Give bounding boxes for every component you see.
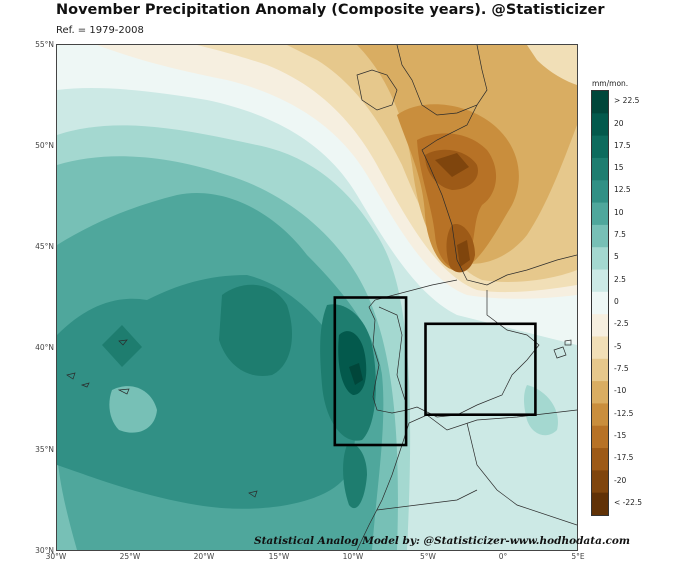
lon-label-30w: 30°W xyxy=(45,552,67,561)
border-morocco-south xyxy=(376,489,478,511)
colorbar-tick-label: -2.5 xyxy=(614,319,629,329)
colorbar-swatch xyxy=(592,247,608,271)
lon-label-0: 0° xyxy=(498,552,508,561)
colorbar-tick-label: -15 xyxy=(614,430,627,440)
coastline-britain xyxy=(396,45,488,116)
anomaly-zone-22 xyxy=(349,363,363,385)
highlight-boxes xyxy=(333,296,537,447)
lon-label-10w: 10°W xyxy=(342,552,364,561)
colorbar-swatch xyxy=(592,291,608,315)
anomaly-zone-neg20a xyxy=(435,153,469,177)
colorbar-tick-label: 0 xyxy=(614,297,619,306)
colorbar-swatch xyxy=(592,91,608,114)
coastline-balearic-menorca xyxy=(564,339,572,346)
model-credit: Statistical Analog Model by: @Statistici… xyxy=(254,535,631,547)
colorbar-tick-label: 12.5 xyxy=(614,185,631,195)
anomaly-zone-17d xyxy=(343,444,367,509)
colorbar-swatch xyxy=(592,314,608,337)
coastline-azores-1 xyxy=(66,372,76,380)
colorbar-unit: mm/mon. xyxy=(592,79,629,88)
colorbar-swatches xyxy=(592,91,608,515)
lat-label-50: 50°N xyxy=(35,141,54,150)
lat-label-30: 30°N xyxy=(35,546,54,555)
coastline-madeira xyxy=(117,388,130,395)
colorbar-swatch xyxy=(592,113,608,137)
lon-label-20w: 20°W xyxy=(193,552,215,561)
anomaly-zone-neg-atlantic xyxy=(527,45,577,85)
coastline-france xyxy=(421,104,577,286)
colorbar-tick-label: > 22.5 xyxy=(614,96,640,106)
colorbar-tick-label: 2.5 xyxy=(614,274,626,284)
colorbar-tick-label: -20 xyxy=(614,475,627,485)
colorbar-tick-label: -10 xyxy=(614,386,627,396)
colorbar-tick-label: 7.5 xyxy=(614,230,626,240)
coastline-azores-2 xyxy=(80,382,90,388)
colorbar-swatch xyxy=(592,470,608,494)
coastline-ireland xyxy=(356,69,398,111)
coastlines xyxy=(66,45,577,550)
colorbar-swatch xyxy=(592,336,608,360)
colorbar-swatch xyxy=(592,403,608,427)
anomaly-map xyxy=(56,44,578,551)
map-title: November Precipitation Anomaly (Composit… xyxy=(56,2,605,18)
colorbar-tick-label: -17.5 xyxy=(614,453,634,463)
lon-label-5w: 5°W xyxy=(420,552,436,561)
colorbar-tick-label: 5 xyxy=(614,252,619,262)
border-morocco-algeria xyxy=(466,422,577,526)
lon-label-5e: 5°E xyxy=(571,552,585,561)
colorbar-swatch xyxy=(592,135,608,159)
east-iberia-box xyxy=(424,322,537,416)
colorbar-tick-label: -7.5 xyxy=(614,363,629,373)
colorbar-tick-label: 20 xyxy=(614,118,624,128)
colorbar xyxy=(591,90,609,516)
colorbar-tick-label: 15 xyxy=(614,163,624,173)
colorbar-swatch xyxy=(592,381,608,404)
lat-label-45: 45°N xyxy=(35,242,54,251)
anomaly-zone-neg20b xyxy=(457,240,470,267)
anomaly-zone-17c xyxy=(102,325,142,367)
coastline-algeria xyxy=(426,409,577,431)
colorbar-tick-label: < -22.5 xyxy=(614,497,643,507)
colorbar-swatch xyxy=(592,269,608,293)
coastline-balearic-mallorca xyxy=(553,346,567,359)
coastline-azores-3 xyxy=(118,339,128,346)
lon-label-25w: 25°W xyxy=(119,552,141,561)
coastline-morocco xyxy=(356,414,428,550)
colorbar-swatch xyxy=(592,358,608,382)
coastline-canary-1 xyxy=(248,490,258,498)
anomaly-zone-med xyxy=(524,385,558,436)
west-iberia-box xyxy=(333,296,408,447)
colorbar-swatch xyxy=(592,157,608,181)
colorbar-tick-label: -5 xyxy=(614,341,622,351)
lat-label-40: 40°N xyxy=(35,343,54,352)
colorbar-swatch xyxy=(592,224,608,248)
anomaly-zone-17a xyxy=(219,284,292,376)
colorbar-swatch xyxy=(592,448,608,471)
anomaly-zone-12-small xyxy=(109,386,157,433)
colorbar-swatch xyxy=(592,202,608,226)
lon-label-15w: 15°W xyxy=(268,552,290,561)
lat-label-35: 35°N xyxy=(35,445,54,454)
colorbar-tick-label: 17.5 xyxy=(614,140,631,150)
colorbar-tick-label: -12.5 xyxy=(614,408,634,418)
colorbar-swatch xyxy=(592,425,608,449)
colorbar-swatch xyxy=(592,492,608,515)
coastline-iberia xyxy=(368,279,540,418)
colorbar-tick-label: 10 xyxy=(614,207,624,217)
lat-label-55: 55°N xyxy=(35,40,54,49)
border-spain-portugal xyxy=(378,306,406,401)
colorbar-swatch xyxy=(592,180,608,204)
map-canvas xyxy=(57,45,577,550)
reference-period: Ref. = 1979-2008 xyxy=(56,25,144,36)
